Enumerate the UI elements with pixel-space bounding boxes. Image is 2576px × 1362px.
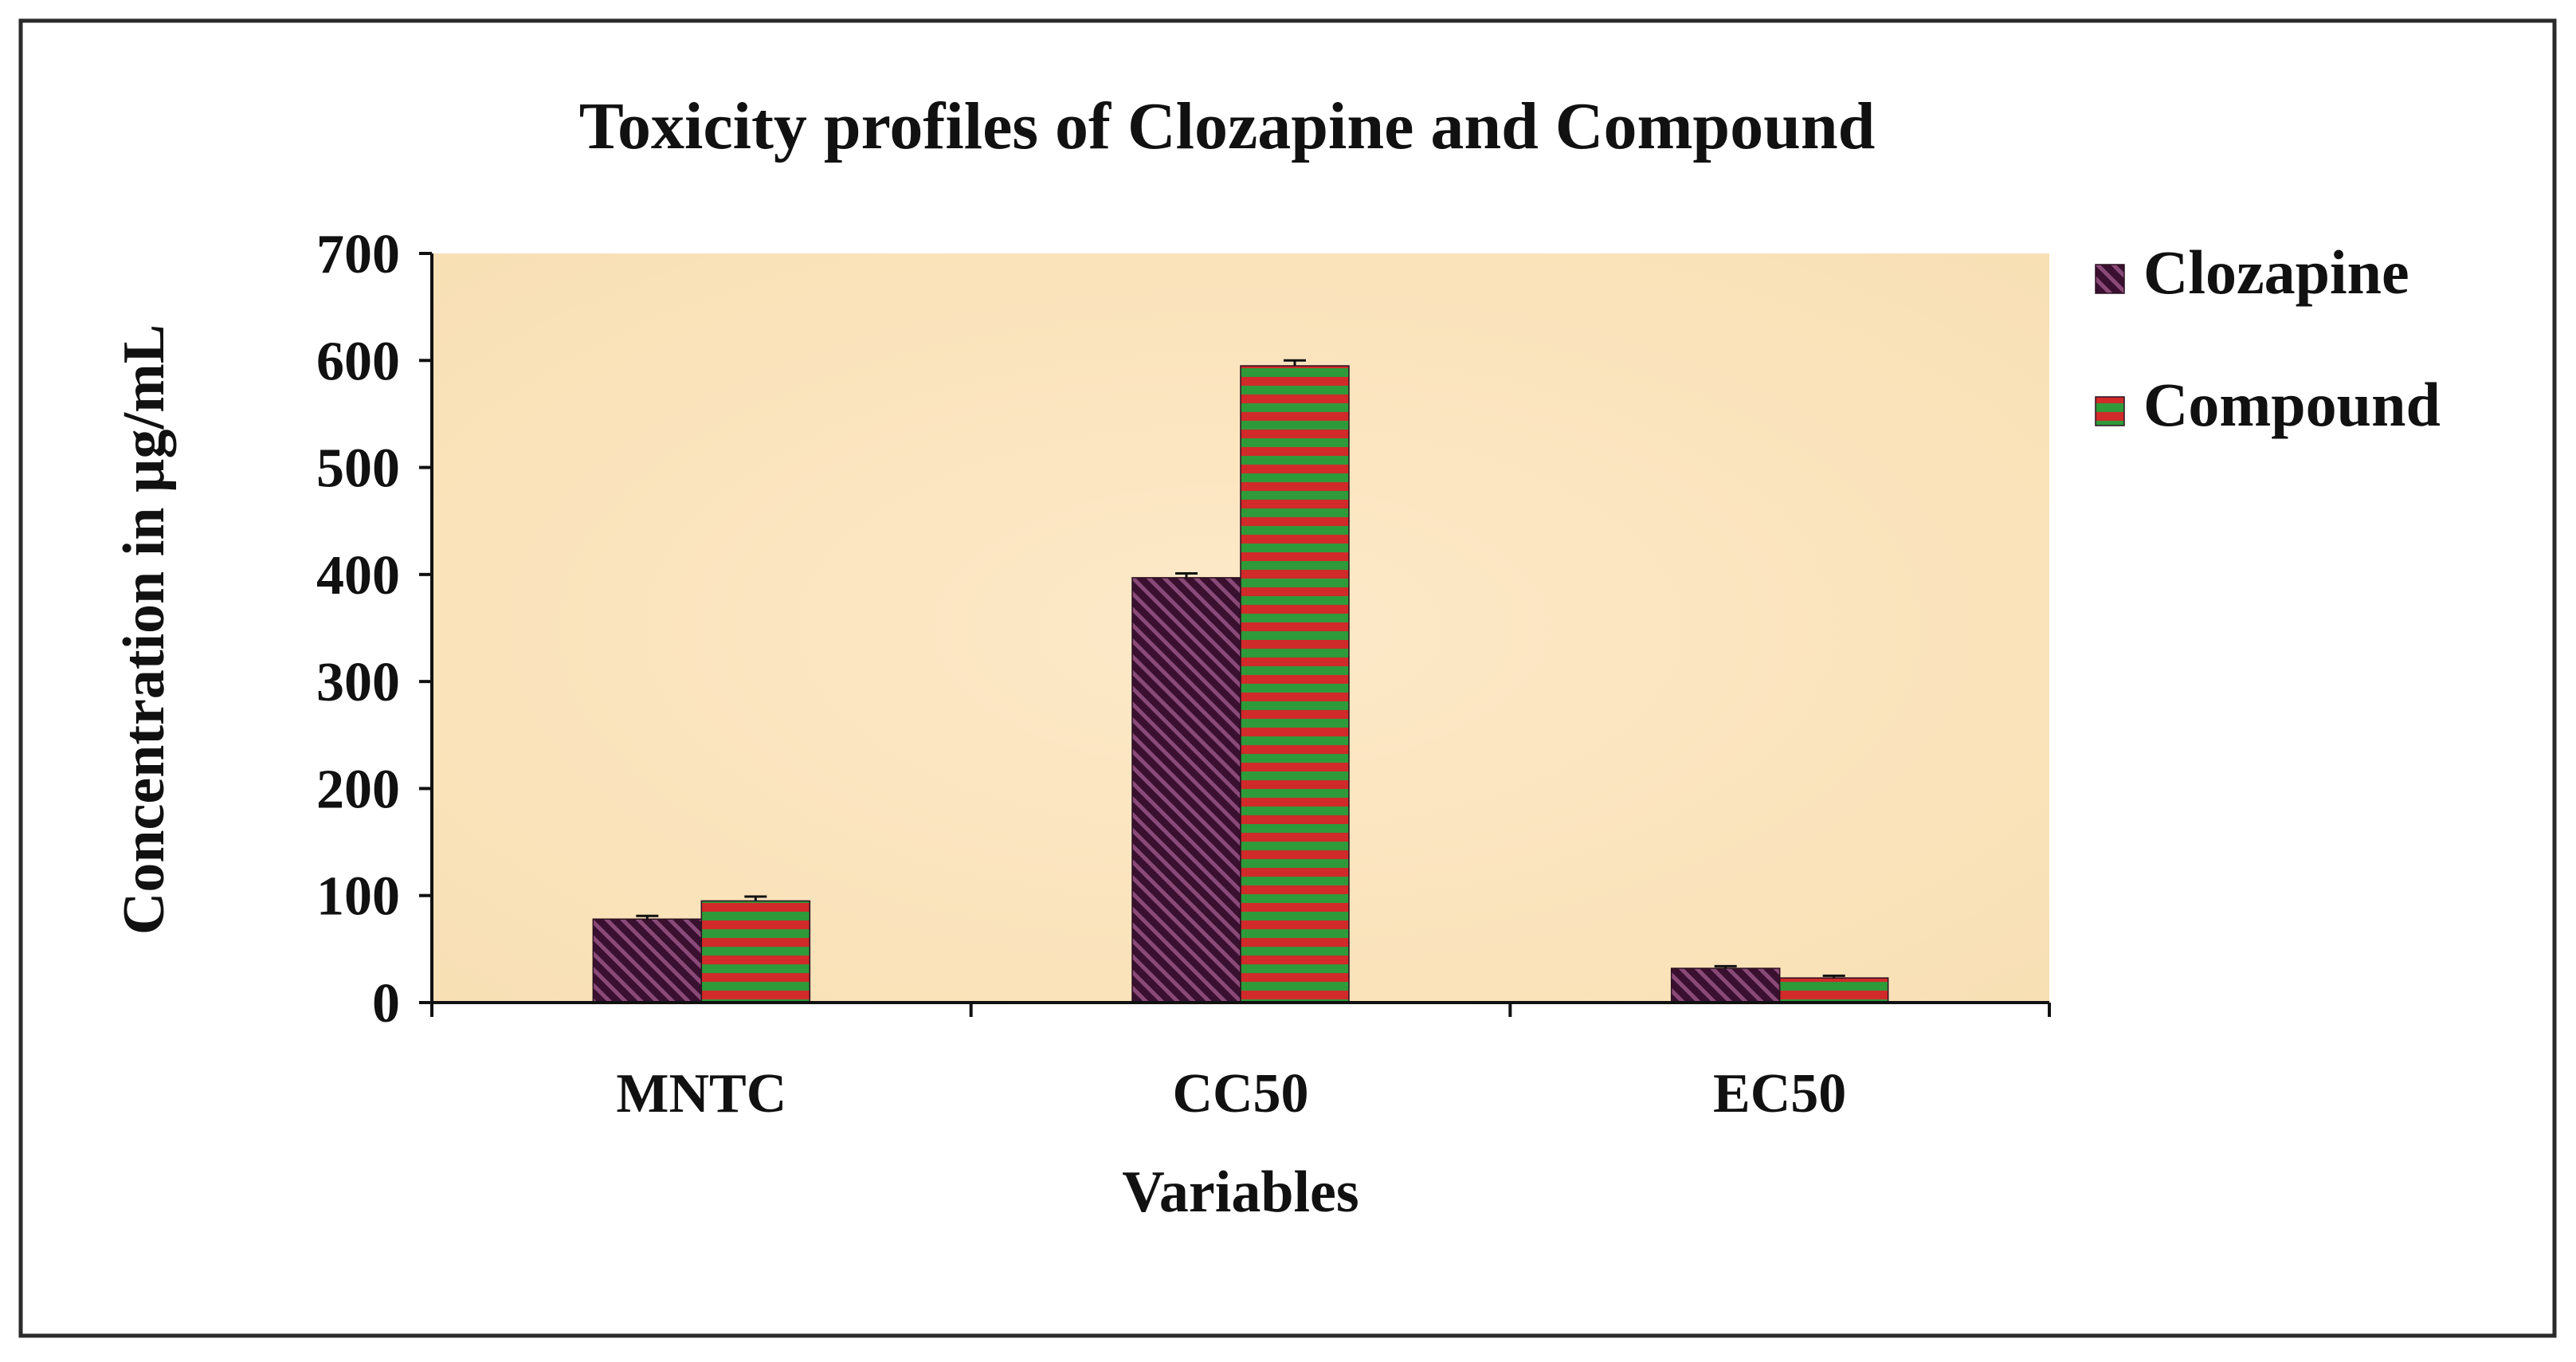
legend-swatch-clozapine [2095, 264, 2125, 294]
legend-label-compound: Compound [2143, 370, 2441, 439]
x-tick-label: CC50 [1172, 1063, 1308, 1125]
x-axis-title: Variables [1122, 1160, 1359, 1225]
y-axis-title: Concentration in µg/mL [112, 324, 177, 935]
y-tick-label: 400 [316, 545, 400, 606]
y-tick-label: 500 [316, 438, 400, 500]
y-tick-label: 600 [316, 331, 400, 392]
bar-clozapine-cc50 [1131, 577, 1241, 1003]
y-tick-label: 300 [316, 652, 400, 713]
x-tick-label: MNTC [616, 1063, 786, 1125]
bar-clozapine-ec50 [1670, 968, 1781, 1003]
y-tick-label: 200 [316, 759, 400, 820]
legend-label-clozapine: Clozapine [2143, 237, 2409, 307]
bar-clozapine-mntc [592, 918, 703, 1003]
bar-compound-cc50 [1240, 365, 1350, 1003]
x-tick-label: EC50 [1713, 1063, 1846, 1125]
bars [592, 359, 1889, 1003]
bar-compound-mntc [700, 900, 811, 1003]
y-axis-ticks: 0 100 200 300 400 500 600 700 [316, 224, 432, 1034]
axes [430, 253, 2049, 1004]
legend: Clozapine Compound [2095, 237, 2441, 439]
x-axis-ticks: MNTC CC50 EC50 [430, 1003, 2051, 1125]
y-tick-label: 100 [316, 866, 400, 928]
chart-title: Toxicity profiles of Clozapine and Compo… [579, 89, 1876, 163]
y-tick-label: 700 [316, 224, 400, 285]
y-tick-label: 0 [372, 973, 400, 1034]
outer-frame [18, 18, 2557, 1338]
legend-swatch-compound [2095, 396, 2125, 426]
bar-compound-ec50 [1778, 977, 1889, 1003]
